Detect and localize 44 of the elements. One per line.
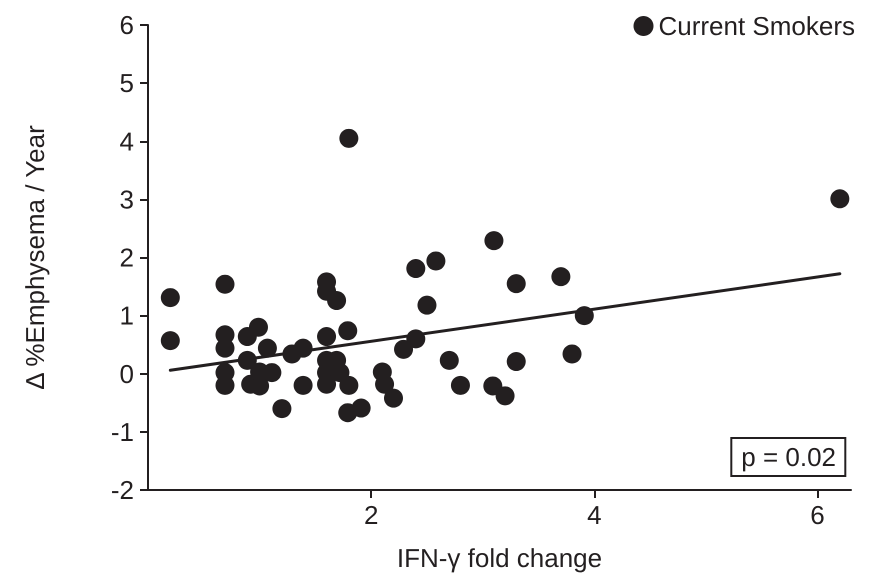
point	[484, 231, 504, 250]
y-tick-label: 0	[120, 358, 134, 389]
point	[294, 376, 313, 395]
x-tick-label: 4	[587, 500, 602, 530]
point	[338, 321, 358, 340]
point	[394, 340, 414, 359]
point	[160, 288, 180, 308]
point	[450, 376, 470, 395]
y-tick-label: 2	[120, 242, 134, 272]
x-axis-title: IFN-γ fold change	[396, 543, 602, 573]
point	[506, 274, 526, 294]
y-tick-label: 4	[120, 126, 134, 156]
point	[483, 376, 502, 396]
point	[272, 399, 292, 418]
y-tick-label: -2	[110, 475, 134, 505]
point	[426, 251, 446, 270]
point	[440, 350, 459, 370]
point	[317, 327, 336, 346]
point	[496, 386, 515, 406]
point	[830, 189, 850, 208]
legend-label: Current Smokers	[658, 11, 855, 41]
point	[248, 318, 268, 337]
point	[258, 338, 277, 358]
point	[160, 331, 180, 350]
point	[352, 398, 371, 418]
point	[417, 296, 436, 315]
point	[506, 352, 526, 372]
point	[384, 388, 403, 408]
point	[551, 267, 570, 286]
point	[216, 274, 234, 294]
y-tick-label: 5	[120, 68, 134, 98]
point	[406, 259, 426, 278]
point	[339, 376, 358, 395]
point	[339, 128, 358, 148]
x-tick-label: 6	[810, 500, 825, 530]
point	[562, 344, 582, 364]
x-tick-label: 2	[364, 500, 378, 530]
y-tick-label: 6	[120, 10, 134, 40]
point	[327, 291, 346, 310]
annotation: p = 0.02	[741, 442, 836, 472]
y-axis-title: Δ %Emphysema / Year	[20, 124, 50, 390]
y-tick-label: 1	[120, 300, 134, 331]
y-tick-label: 3	[120, 184, 134, 214]
y-tick-label: -1	[110, 416, 134, 447]
